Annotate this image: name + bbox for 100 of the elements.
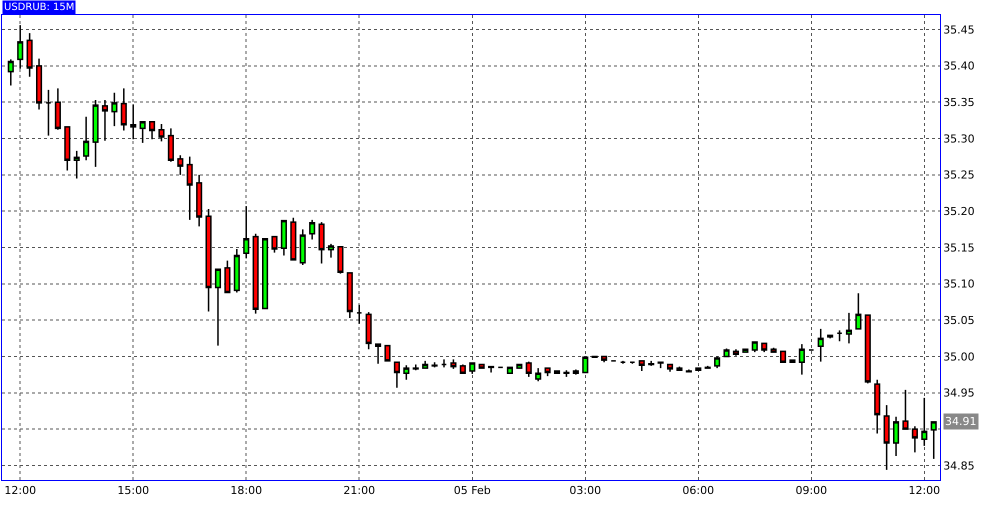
candlestick — [64, 126, 70, 172]
y-tick-label: 34.95 — [943, 386, 975, 400]
candlestick — [328, 243, 334, 258]
candlestick — [186, 156, 193, 221]
candlestick — [601, 356, 608, 364]
candlestick — [83, 116, 90, 162]
y-tick-label: 35.20 — [943, 205, 975, 218]
y-tick-label: 35.30 — [943, 132, 975, 146]
candlestick — [846, 312, 852, 344]
candlestick — [704, 365, 711, 369]
candlestick — [874, 378, 880, 434]
candlestick — [252, 232, 259, 314]
candlestick — [337, 245, 344, 274]
candlestick — [488, 366, 494, 374]
y-tick-label: 35.45 — [943, 23, 975, 36]
candlestick — [214, 268, 222, 346]
candlestick — [243, 205, 250, 260]
y-tick-label: 34.85 — [943, 459, 975, 472]
candlestick — [45, 89, 52, 136]
candlestick — [770, 347, 777, 353]
candlestick — [450, 358, 456, 370]
candlestick — [563, 370, 570, 378]
candlestick — [309, 219, 316, 240]
candlestick — [54, 88, 61, 131]
candlestick — [356, 304, 362, 325]
candlestick — [761, 342, 768, 353]
candlestick — [300, 228, 306, 266]
candlestick — [648, 360, 654, 367]
candlestick — [394, 362, 400, 388]
candlestick — [658, 360, 664, 369]
y-tick-label: 35.05 — [943, 314, 975, 328]
x-tick-label: 09:00 — [795, 484, 828, 498]
candlestick — [318, 221, 325, 264]
candlestick — [8, 58, 14, 86]
candlestick — [111, 92, 118, 127]
y-tick-label: 35.10 — [943, 278, 975, 291]
candlestick — [422, 360, 428, 369]
candlestick — [224, 260, 230, 294]
candlestick — [36, 58, 42, 110]
candlestick — [921, 397, 928, 447]
candlestick — [836, 330, 843, 342]
candlestick — [544, 367, 551, 377]
candlestick — [638, 360, 645, 372]
candlestick — [902, 389, 909, 430]
candlestick — [732, 348, 740, 357]
candlestick — [206, 208, 212, 312]
candlestick — [912, 425, 918, 454]
y-tick-label: 35.00 — [943, 350, 975, 364]
candlestick — [196, 174, 202, 228]
candlestick — [366, 311, 372, 350]
candlestick — [17, 24, 24, 70]
candlestick — [892, 416, 900, 457]
x-tick-label: 21:00 — [343, 484, 376, 498]
candlestick — [798, 343, 805, 376]
candlestick — [92, 99, 99, 168]
candlestick — [629, 360, 636, 364]
candlestick — [610, 359, 617, 362]
candlestick — [620, 360, 626, 364]
candlestick — [346, 272, 353, 319]
candlestick — [723, 348, 730, 358]
y-tick-label: 35.40 — [943, 60, 975, 73]
candlestick — [177, 154, 184, 176]
candlestick — [752, 341, 758, 353]
candlestick — [102, 99, 108, 142]
x-tick-label: 12:00 — [4, 484, 36, 498]
candlestick — [412, 364, 419, 372]
y-tick-label: 35.15 — [943, 241, 975, 254]
candlestick — [884, 404, 890, 471]
candlestick — [158, 123, 165, 142]
candlestick — [526, 360, 532, 378]
candlestick — [535, 367, 542, 382]
x-tick-label: 15:00 — [117, 484, 150, 498]
y-tick-label: 35.35 — [943, 96, 975, 110]
candlestick — [592, 355, 598, 358]
candlestick — [26, 32, 33, 78]
candlestick — [271, 236, 278, 254]
candlestick — [516, 364, 522, 369]
candlestick — [262, 237, 268, 310]
candlestick — [469, 362, 476, 375]
candlestick — [478, 364, 485, 369]
candlestick — [742, 348, 748, 353]
candlestick — [582, 356, 588, 374]
candlestick — [432, 362, 438, 368]
candlestick — [149, 121, 156, 140]
candlestick — [403, 364, 410, 380]
candlestick — [234, 248, 240, 294]
candlestick — [384, 344, 391, 362]
candlestick — [676, 366, 682, 372]
candlestick — [666, 364, 674, 372]
chart-title: USDRUB: 15M — [4, 2, 74, 13]
candlestick — [930, 420, 937, 460]
candlestick — [440, 358, 448, 368]
candlestick — [506, 366, 513, 374]
annotation: 34.91 — [945, 415, 976, 428]
candlestick — [714, 356, 720, 369]
x-tick-label: 06:00 — [682, 484, 714, 498]
candlestick — [827, 334, 834, 340]
x-tick-label: 05 Feb — [454, 484, 491, 498]
y-tick-label: 35.25 — [943, 168, 975, 182]
candlestick — [280, 220, 287, 256]
